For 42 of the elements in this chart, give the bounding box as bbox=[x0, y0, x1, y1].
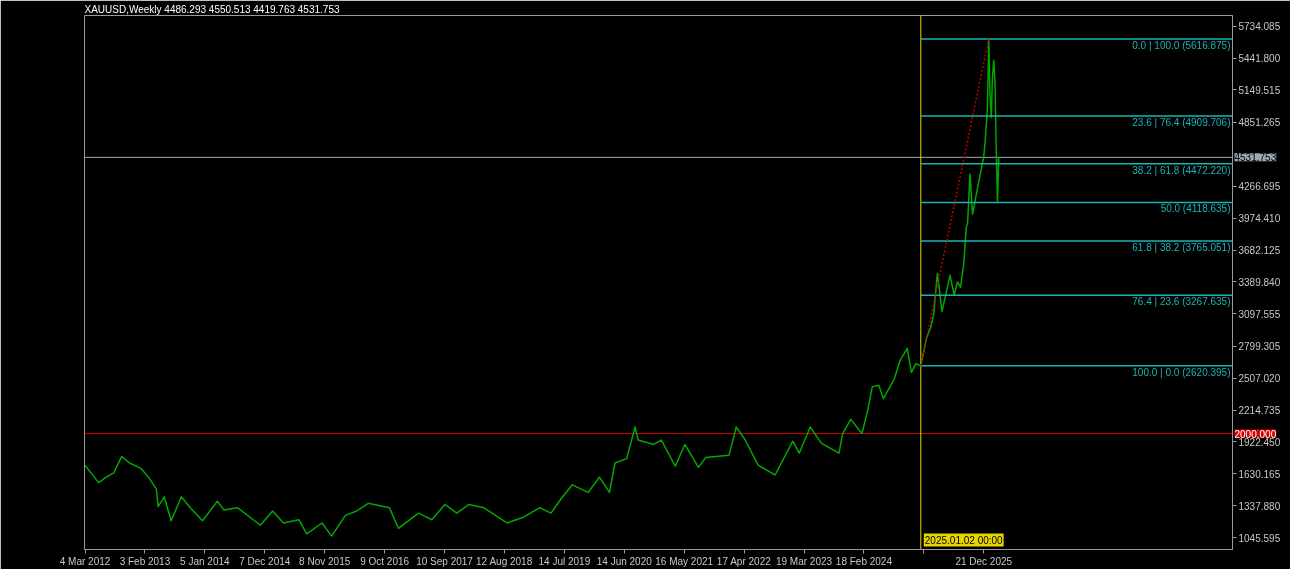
x-tick-label: 18 Feb 2024 bbox=[835, 555, 893, 567]
y-tick-label: 3097.555 bbox=[1238, 308, 1281, 320]
series-label: 61.8 | 38.2 (3765.051) bbox=[1132, 241, 1231, 253]
y-tick-label: 5441.800 bbox=[1238, 53, 1281, 65]
y-tick-label: 1045.595 bbox=[1238, 532, 1281, 544]
y-tick-label: 2507.020 bbox=[1238, 373, 1281, 385]
x-tick-label: 10 Sep 2017 bbox=[416, 555, 474, 567]
y-tick-label: 3389.840 bbox=[1238, 276, 1281, 288]
ref-line-label: 2025.01.02 00:00 bbox=[924, 534, 1004, 546]
x-tick-label: 4 Mar 2012 bbox=[59, 555, 111, 567]
series-label: 38.2 | 61.8 (4472.220) bbox=[1132, 164, 1231, 176]
x-tick-label: 7 Dec 2014 bbox=[239, 555, 291, 567]
chart-title: XAUUSD,Weekly 4486.293 4550.513 4419.763 4531.753 bbox=[84, 3, 340, 15]
y-tick-label: 4266.695 bbox=[1238, 181, 1281, 193]
series-label: 100.0 | 0.0 (2620.395) bbox=[1132, 366, 1231, 378]
x-tick-label: 17 Apr 2022 bbox=[716, 555, 772, 567]
series-label: 50.0 (4118.635) bbox=[1160, 203, 1231, 215]
y-tick-label: 5734.085 bbox=[1238, 21, 1281, 33]
x-tick-label: 14 Jul 2019 bbox=[538, 555, 591, 567]
x-tick-label: 9 Oct 2016 bbox=[360, 555, 410, 567]
x-tick-label: 19 Mar 2023 bbox=[775, 555, 833, 567]
y-tick-label: 4851.265 bbox=[1238, 117, 1281, 129]
x-tick-label: 5 Jan 2014 bbox=[180, 555, 231, 567]
x-tick-label: 21 Dec 2025 bbox=[955, 555, 1013, 567]
y-tick-label: 2799.305 bbox=[1238, 341, 1281, 353]
x-tick-label: 16 May 2021 bbox=[655, 555, 714, 567]
y-tick-label: 1922.450 bbox=[1238, 437, 1281, 448]
series-label: 0.0 | 100.0 (5616.875) bbox=[1132, 39, 1231, 51]
ref-line-label: 4531.753 bbox=[1234, 152, 1277, 164]
series-label: 23.6 | 76.4 (4909.706) bbox=[1132, 117, 1231, 129]
y-tick-label: 2214.735 bbox=[1238, 405, 1281, 417]
x-tick-label: 3 Feb 2013 bbox=[119, 555, 171, 567]
x-tick-label: 8 Nov 2015 bbox=[299, 555, 351, 567]
y-tick-label: 3682.125 bbox=[1238, 245, 1281, 257]
x-tick-label: 12 Aug 2018 bbox=[476, 555, 533, 567]
x-tick-label: 14 Jun 2020 bbox=[596, 555, 653, 567]
series-label: 76.4 | 23.6 (3267.635) bbox=[1132, 296, 1231, 308]
y-tick-label: 3974.410 bbox=[1238, 213, 1281, 225]
y-tick-label: 5149.515 bbox=[1238, 84, 1281, 96]
line-series bbox=[84, 38, 1000, 537]
y-tick-label: 1630.165 bbox=[1238, 468, 1281, 480]
y-tick-label: 1337.880 bbox=[1238, 500, 1281, 512]
